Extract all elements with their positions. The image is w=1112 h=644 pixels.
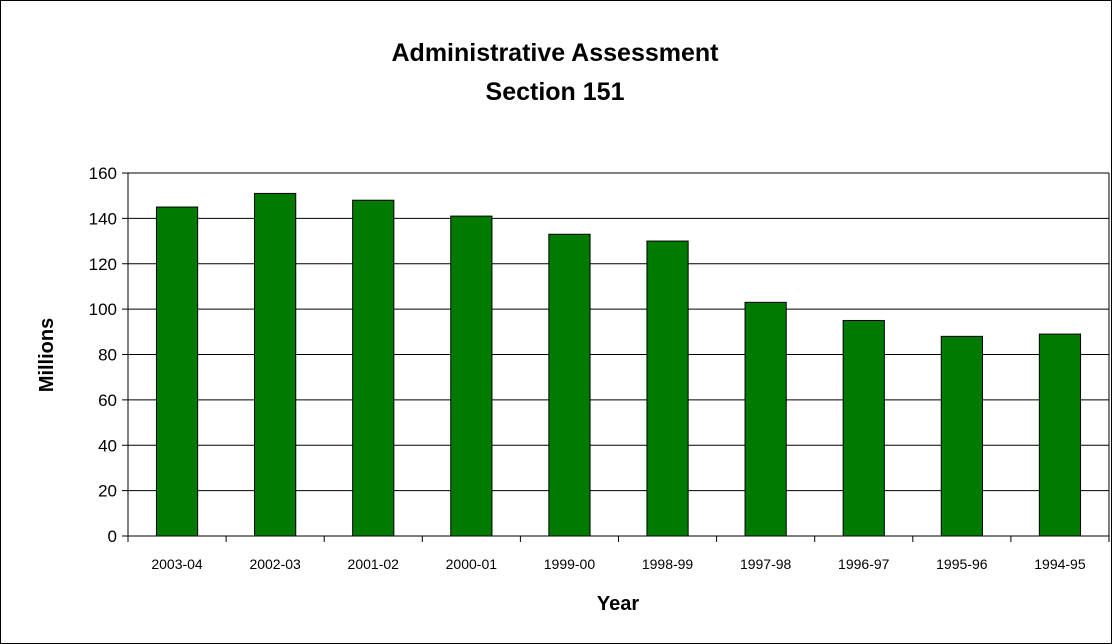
y-tick-label: 80	[98, 346, 117, 365]
y-tick-label: 60	[98, 391, 117, 410]
x-tick-label: 1995-96	[936, 556, 988, 572]
bar	[155, 206, 199, 537]
bar	[646, 240, 689, 537]
y-tick-label: 100	[89, 300, 117, 319]
chart-title-line-2: Section 151	[486, 78, 625, 106]
axes	[122, 172, 1110, 542]
bar	[254, 192, 297, 537]
bar	[1038, 333, 1082, 537]
x-tick-label: 1997-98	[740, 556, 792, 572]
y-tick-labels: 0 20 40 60 80 100 120 140 160	[89, 164, 117, 546]
x-tick-label: 2003-04	[151, 556, 203, 572]
x-tick-label: 2000-01	[446, 556, 498, 572]
chart-title-line-1: Administrative Assessment	[392, 39, 720, 67]
x-tick-label: 1999-00	[544, 556, 596, 572]
x-tick-label: 1994-95	[1034, 556, 1086, 572]
x-tick-labels: 2003-04 2002-03 2001-02 2000-01 1999-00 1998-…	[151, 556, 1085, 572]
bar	[352, 199, 395, 537]
x-tick-label: 2002-03	[249, 556, 301, 572]
bar	[744, 301, 787, 537]
x-tick-label: 1998-99	[642, 556, 694, 572]
y-tick-label: 120	[89, 255, 117, 274]
y-tick-label: 160	[89, 164, 117, 183]
y-tick-label: 140	[89, 209, 117, 228]
bars	[155, 192, 1082, 537]
bar	[450, 215, 493, 537]
x-axis-title: Year	[597, 593, 639, 615]
y-tick-label: 20	[98, 482, 117, 501]
y-tick-label: 0	[108, 527, 117, 546]
y-axis-title: Millions	[36, 318, 58, 392]
x-tick-label: 2001-02	[348, 556, 400, 572]
bar	[842, 319, 885, 537]
x-tick-label: 1996-97	[838, 556, 890, 572]
bar	[548, 233, 591, 537]
y-tick-label: 40	[98, 436, 117, 455]
bar	[940, 335, 983, 537]
